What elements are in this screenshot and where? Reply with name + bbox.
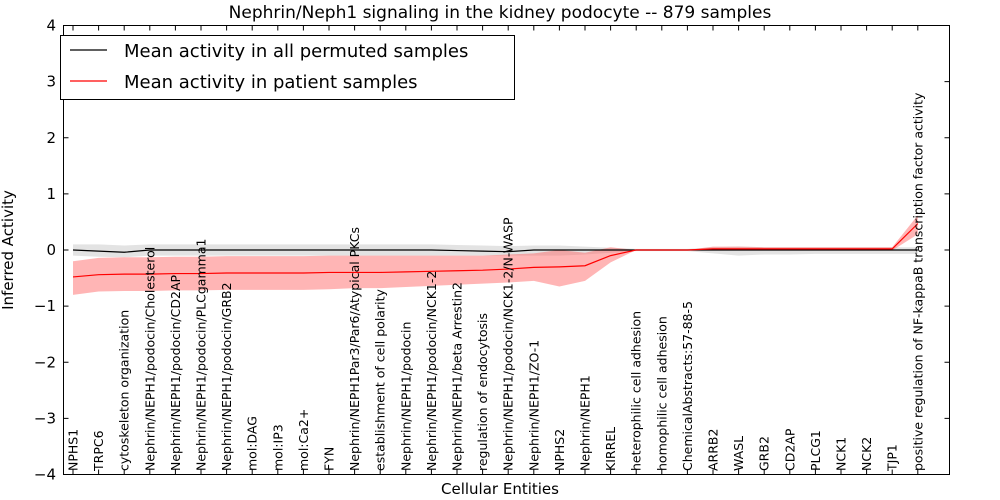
x-tick-label: FYN: [322, 447, 337, 471]
y-tick-label: −3: [34, 409, 56, 427]
y-tick-label: −2: [34, 353, 56, 371]
x-tick-label: Nephrin/NEPH1Par3/Par6/Atypical PKCs: [347, 227, 362, 471]
x-tick-label: ARRB2: [706, 429, 721, 471]
x-tick-label: regulation of endocytosis: [475, 313, 490, 471]
legend-label-patient: Mean activity in patient samples: [124, 72, 418, 93]
x-tick-label: Nephrin/NEPH1/ZO-1: [526, 340, 541, 471]
x-tick-label: NPHS1: [66, 429, 81, 471]
x-tick-label: homophilic cell adhesion: [654, 316, 669, 471]
x-tick-label: mol:Ca2+: [296, 409, 311, 471]
legend-box: [60, 35, 515, 100]
x-tick-label: PLCG1: [808, 430, 823, 471]
x-tick-label: mol:IP3: [270, 424, 285, 471]
x-tick-label: heterophilic cell adhesion: [629, 311, 644, 471]
x-axis-ticks: [72, 25, 919, 475]
x-tick-label: ChemicalAbstracts:57-88-5: [680, 301, 695, 471]
y-axis-label: Inferred Activity: [0, 190, 17, 310]
x-tick-labels: NPHS1 TRPC6 cytoskeleton organization Nephr…: [66, 92, 926, 472]
y-tick-label: 3: [46, 73, 56, 91]
band-patient: [73, 215, 918, 295]
x-tick-label: NCK1: [834, 437, 849, 471]
legend-label-permuted: Mean activity in all permuted samples: [124, 41, 468, 62]
y-tick-label: −1: [34, 297, 56, 315]
x-tick-label: GRB2: [757, 436, 772, 471]
y-axis-ticks: −4 −3 −2 −1 0 1 2 3 4: [34, 17, 950, 484]
line-patient: [72, 223, 919, 278]
line-permuted: [72, 249, 918, 253]
x-tick-label: KIRREL: [603, 427, 618, 471]
x-tick-label: establishment of cell polarity: [373, 289, 388, 471]
x-tick-label: Nephrin/NEPH1/podocin/CD2AP: [168, 275, 183, 471]
chart-title: Nephrin/Neph1 signaling in the kidney po…: [229, 3, 772, 23]
x-tick-label: NPHS2: [552, 429, 567, 471]
x-tick-label: Nephrin/NEPH1/podocin/Cholesterol: [142, 247, 157, 471]
x-tick-label: Nephrin/NEPH1/beta Arrestin2: [450, 282, 465, 471]
y-tick-label: 4: [46, 17, 56, 35]
plot-area: NPHS1 TRPC6 cytoskeleton organization Nephr…: [34, 17, 950, 484]
series-lines: [72, 223, 919, 278]
y-tick-label: 2: [46, 129, 56, 147]
x-tick-label: Nephrin/NEPH1/podocin/PLCgamma1: [194, 239, 209, 471]
x-tick-label: TRPC6: [91, 430, 106, 472]
x-tick-label: CD2AP: [782, 428, 797, 471]
x-tick-label: WASL: [731, 436, 746, 471]
x-tick-label: TJP1: [885, 444, 900, 472]
legend: Mean activity in all permuted samples Me…: [60, 35, 515, 100]
x-tick-label: Nephrin/NEPH1/podocin/NCK1-2/N-WASP: [501, 217, 516, 471]
x-axis-label: Cellular Entities: [441, 480, 559, 498]
x-tick-label: mol:DAG: [245, 416, 260, 471]
x-tick-label: Nephrin/NEPH1/podocin/GRB2: [219, 282, 234, 471]
x-tick-label: Nephrin/NEPH1/podocin/NCK1-2: [424, 271, 439, 471]
y-tick-label: 1: [46, 185, 56, 203]
x-tick-label: Nephrin/NEPH1/podocin: [398, 322, 413, 471]
x-tick-label: NCK2: [859, 437, 874, 471]
y-tick-label: 0: [46, 241, 56, 259]
y-tick-label: −4: [34, 466, 56, 484]
x-tick-label: cytoskeleton organization: [117, 310, 132, 471]
x-tick-label: positive regulation of NF-kappaB transcr…: [910, 92, 925, 471]
x-tick-label: Nephrin/NEPH1: [578, 375, 593, 471]
